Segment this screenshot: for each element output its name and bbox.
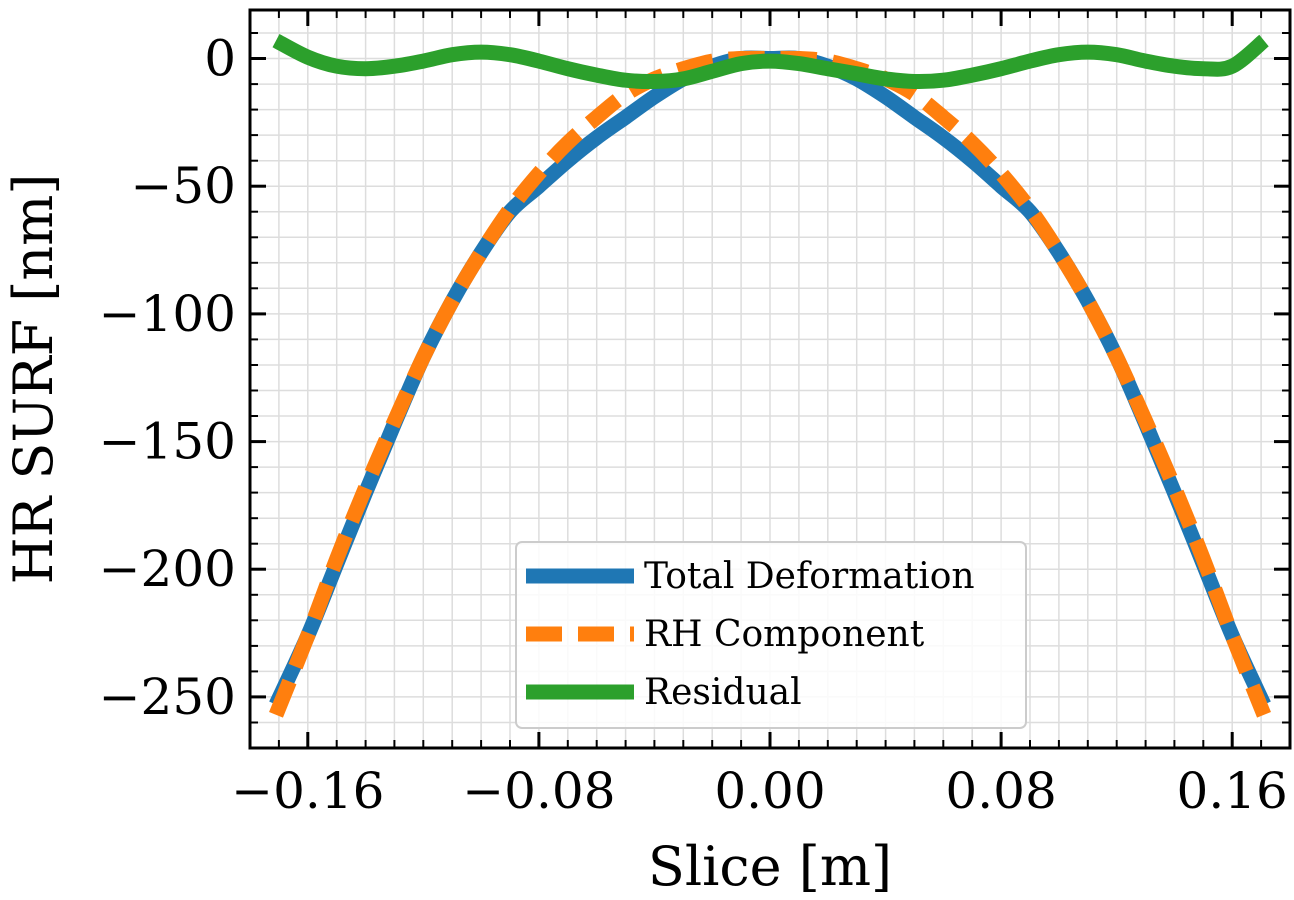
x-tick-label: 0.00 — [714, 762, 825, 820]
tick-labels: −0.16 −0.08 0.00 0.08 0.16 0 −50 −100 −150 −200 −2… — [99, 30, 1288, 821]
x-axis-title: Slice [m] — [648, 835, 892, 898]
y-tick-label: −50 — [130, 157, 236, 215]
y-tick-label: −150 — [99, 413, 236, 471]
legend-label-rh-component: RH Component — [644, 614, 925, 655]
y-tick-label: −250 — [99, 668, 236, 726]
y-tick-label: 0 — [204, 30, 236, 88]
x-tick-label: −0.16 — [231, 762, 384, 820]
y-axis-title: HR SURF [nm] — [2, 174, 65, 585]
x-tick-label: 0.16 — [1177, 762, 1288, 820]
y-tick-label: −200 — [99, 540, 236, 598]
x-tick-label: 0.08 — [945, 762, 1056, 820]
legend-label-total-deformation: Total Deformation — [644, 556, 975, 597]
legend: Total Deformation RH Component Residual — [515, 541, 1027, 729]
legend-label-residual: Residual — [644, 672, 802, 713]
series-line-rh-component — [269, 50, 1271, 718]
axis-ticks — [250, 10, 1290, 748]
plot-series — [269, 33, 1271, 718]
x-tick-label: −0.08 — [462, 762, 615, 820]
y-tick-label: −100 — [99, 285, 236, 343]
series-line-residual — [272, 33, 1269, 90]
legend-box — [515, 541, 1027, 729]
